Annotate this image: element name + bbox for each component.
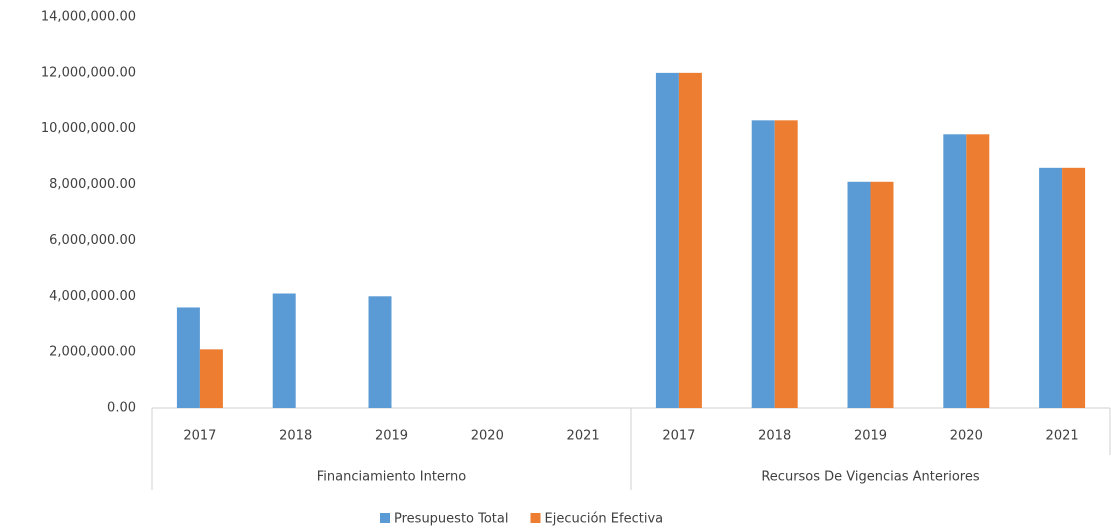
x-tick-label: 2021 [567, 429, 600, 444]
y-tick-label: 0.00 [107, 401, 136, 416]
bar [1062, 167, 1086, 408]
legend-label: Ejecución Efectiva [545, 512, 664, 527]
y-tick-label: 14,000,000.00 [41, 10, 136, 25]
x-tick-label: 2020 [471, 429, 504, 444]
bar [678, 72, 702, 408]
bar [966, 134, 990, 409]
bar [655, 72, 679, 408]
bar [368, 296, 392, 408]
y-tick-label: 4,000,000.00 [49, 289, 136, 304]
x-tick-label: 2017 [183, 429, 216, 444]
y-tick-label: 10,000,000.00 [41, 121, 136, 136]
x-tick-label: 2017 [662, 429, 695, 444]
y-tick-label: 2,000,000.00 [49, 345, 136, 360]
x-tick-label: 2018 [758, 429, 791, 444]
x-tick-label: 2021 [1046, 429, 1079, 444]
bar [847, 181, 871, 408]
bar [943, 134, 967, 409]
y-tick-label: 12,000,000.00 [41, 65, 136, 80]
group-label: Financiamiento Interno [317, 470, 467, 485]
bar [272, 293, 296, 408]
bar [870, 181, 894, 408]
x-tick-label: 2020 [950, 429, 983, 444]
legend-swatch [380, 513, 390, 523]
x-tick-label: 2019 [375, 429, 408, 444]
legend-label: Presupuesto Total [394, 512, 509, 527]
x-tick-label: 2018 [279, 429, 312, 444]
y-tick-label: 6,000,000.00 [49, 233, 136, 248]
x-tick-label: 2019 [854, 429, 887, 444]
group-label: Recursos De Vigencias Anteriores [761, 470, 979, 485]
bar [751, 120, 775, 408]
bar [176, 307, 200, 408]
bar [1039, 167, 1063, 408]
legend-swatch [530, 513, 541, 523]
bar [774, 120, 798, 408]
bar [199, 349, 223, 408]
y-tick-label: 8,000,000.00 [49, 177, 136, 192]
